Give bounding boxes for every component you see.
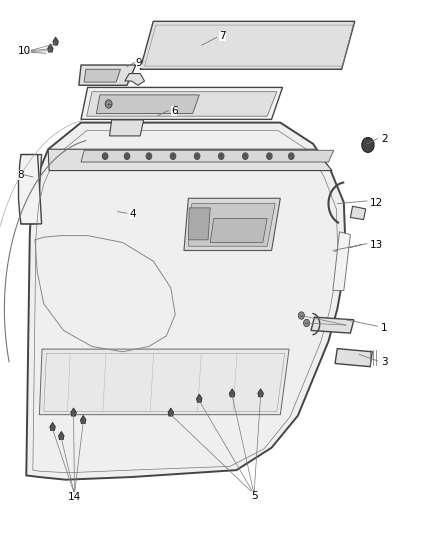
- Polygon shape: [84, 69, 120, 82]
- Text: 13: 13: [370, 240, 383, 250]
- Circle shape: [102, 153, 108, 159]
- Polygon shape: [50, 422, 55, 431]
- Polygon shape: [96, 95, 199, 114]
- Polygon shape: [26, 123, 346, 480]
- Text: 12: 12: [370, 198, 383, 207]
- Text: 2: 2: [381, 134, 388, 143]
- Circle shape: [219, 153, 224, 159]
- Text: 1: 1: [381, 323, 388, 333]
- Polygon shape: [53, 37, 58, 45]
- Polygon shape: [21, 155, 42, 224]
- Polygon shape: [48, 149, 332, 171]
- Polygon shape: [230, 389, 235, 397]
- Polygon shape: [81, 415, 86, 424]
- Text: 10: 10: [18, 46, 31, 55]
- Circle shape: [362, 138, 374, 152]
- Text: 9: 9: [136, 58, 142, 68]
- Circle shape: [267, 153, 272, 159]
- PathPatch shape: [18, 155, 42, 224]
- Text: 6: 6: [171, 106, 177, 116]
- Text: 14: 14: [68, 492, 81, 502]
- Polygon shape: [258, 389, 263, 397]
- Polygon shape: [48, 44, 53, 52]
- Polygon shape: [188, 208, 210, 240]
- Polygon shape: [81, 150, 334, 162]
- Text: 3: 3: [381, 358, 388, 367]
- Text: 5: 5: [251, 491, 258, 500]
- Text: 4: 4: [129, 209, 136, 219]
- Polygon shape: [39, 349, 289, 415]
- Circle shape: [170, 153, 176, 159]
- Circle shape: [146, 153, 152, 159]
- Polygon shape: [81, 87, 283, 119]
- Text: 7: 7: [219, 31, 226, 41]
- Polygon shape: [184, 198, 280, 251]
- Circle shape: [243, 153, 248, 159]
- Polygon shape: [333, 232, 350, 290]
- Polygon shape: [125, 74, 145, 85]
- Polygon shape: [87, 92, 277, 116]
- Polygon shape: [335, 349, 372, 367]
- Polygon shape: [59, 431, 64, 440]
- Circle shape: [298, 312, 304, 319]
- Circle shape: [304, 319, 310, 327]
- Polygon shape: [79, 65, 136, 85]
- Polygon shape: [110, 120, 144, 136]
- Polygon shape: [188, 204, 275, 246]
- Polygon shape: [350, 206, 366, 220]
- Circle shape: [289, 153, 294, 159]
- Polygon shape: [140, 21, 355, 69]
- Polygon shape: [197, 394, 202, 402]
- Polygon shape: [168, 408, 173, 416]
- Circle shape: [124, 153, 130, 159]
- Polygon shape: [210, 219, 267, 243]
- Circle shape: [194, 153, 200, 159]
- Polygon shape: [311, 317, 354, 333]
- Text: 8: 8: [18, 170, 24, 180]
- Circle shape: [105, 100, 112, 108]
- Polygon shape: [71, 408, 76, 416]
